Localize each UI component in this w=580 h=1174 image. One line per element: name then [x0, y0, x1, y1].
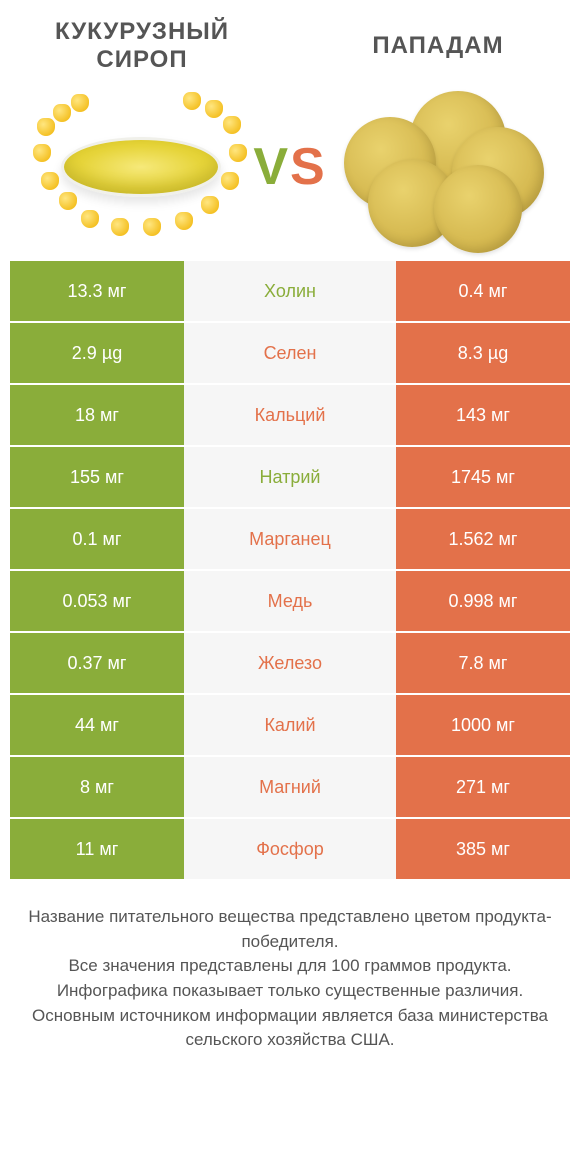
nutrient-label: Селен	[184, 323, 396, 385]
nutrient-label: Медь	[184, 571, 396, 633]
nutrient-table: 13.3 мгХолин0.4 мг2.9 µgСелен8.3 µg18 мг…	[10, 261, 570, 881]
value-right: 271 мг	[396, 757, 570, 819]
vs-label: VS	[253, 137, 326, 197]
footer-line: Основным источником информации является …	[22, 1004, 558, 1053]
vs-s: S	[290, 138, 327, 196]
table-row: 13.3 мгХолин0.4 мг	[10, 261, 570, 323]
value-left: 0.1 мг	[10, 509, 184, 571]
header: КУКУРУЗНЫЙ СИРОП ПАПАДАМ	[0, 0, 580, 83]
table-row: 44 мгКалий1000 мг	[10, 695, 570, 757]
footer-line: Название питательного вещества представл…	[22, 905, 558, 954]
nutrient-label: Магний	[184, 757, 396, 819]
nutrient-label: Марганец	[184, 509, 396, 571]
value-left: 44 мг	[10, 695, 184, 757]
nutrient-label: Натрий	[184, 447, 396, 509]
corn-syrup-icon	[31, 90, 251, 245]
value-right: 1745 мг	[396, 447, 570, 509]
value-left: 0.37 мг	[10, 633, 184, 695]
title-left-line1: КУКУРУЗНЫЙ	[55, 18, 229, 45]
nutrient-label: Холин	[184, 261, 396, 323]
table-row: 18 мгКальций143 мг	[10, 385, 570, 447]
value-left: 11 мг	[10, 819, 184, 881]
product-left-title: КУКУРУЗНЫЙ СИРОП	[24, 18, 260, 73]
value-left: 2.9 µg	[10, 323, 184, 385]
value-right: 8.3 µg	[396, 323, 570, 385]
nutrient-label: Кальций	[184, 385, 396, 447]
value-right: 1.562 мг	[396, 509, 570, 571]
value-left: 0.053 мг	[10, 571, 184, 633]
table-row: 0.053 мгМедь0.998 мг	[10, 571, 570, 633]
title-left-line2: СИРОП	[96, 46, 187, 73]
value-right: 1000 мг	[396, 695, 570, 757]
product-right-image	[327, 87, 552, 247]
table-row: 0.37 мгЖелезо7.8 мг	[10, 633, 570, 695]
nutrient-label: Фосфор	[184, 819, 396, 881]
vs-v: V	[253, 138, 290, 196]
value-left: 8 мг	[10, 757, 184, 819]
nutrient-label: Калий	[184, 695, 396, 757]
value-right: 143 мг	[396, 385, 570, 447]
table-row: 8 мгМагний271 мг	[10, 757, 570, 819]
table-row: 2.9 µgСелен8.3 µg	[10, 323, 570, 385]
table-row: 0.1 мгМарганец1.562 мг	[10, 509, 570, 571]
table-row: 155 мгНатрий1745 мг	[10, 447, 570, 509]
product-right-title: ПАПАДАМ	[320, 32, 556, 60]
value-left: 155 мг	[10, 447, 184, 509]
footer-notes: Название питательного вещества представл…	[0, 881, 580, 1053]
images-row: VS	[0, 83, 580, 261]
papadam-icon	[330, 87, 550, 247]
value-right: 0.4 мг	[396, 261, 570, 323]
value-right: 385 мг	[396, 819, 570, 881]
product-left-image	[28, 87, 253, 247]
value-left: 18 мг	[10, 385, 184, 447]
footer-line: Инфографика показывает только существенн…	[22, 979, 558, 1004]
value-left: 13.3 мг	[10, 261, 184, 323]
footer-line: Все значения представлены для 100 граммо…	[22, 954, 558, 979]
table-row: 11 мгФосфор385 мг	[10, 819, 570, 881]
value-right: 7.8 мг	[396, 633, 570, 695]
nutrient-label: Железо	[184, 633, 396, 695]
value-right: 0.998 мг	[396, 571, 570, 633]
